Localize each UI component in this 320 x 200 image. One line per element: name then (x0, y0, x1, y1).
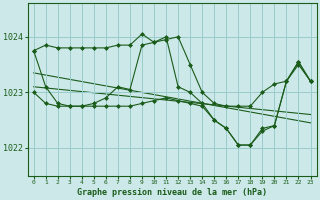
X-axis label: Graphe pression niveau de la mer (hPa): Graphe pression niveau de la mer (hPa) (77, 188, 267, 197)
